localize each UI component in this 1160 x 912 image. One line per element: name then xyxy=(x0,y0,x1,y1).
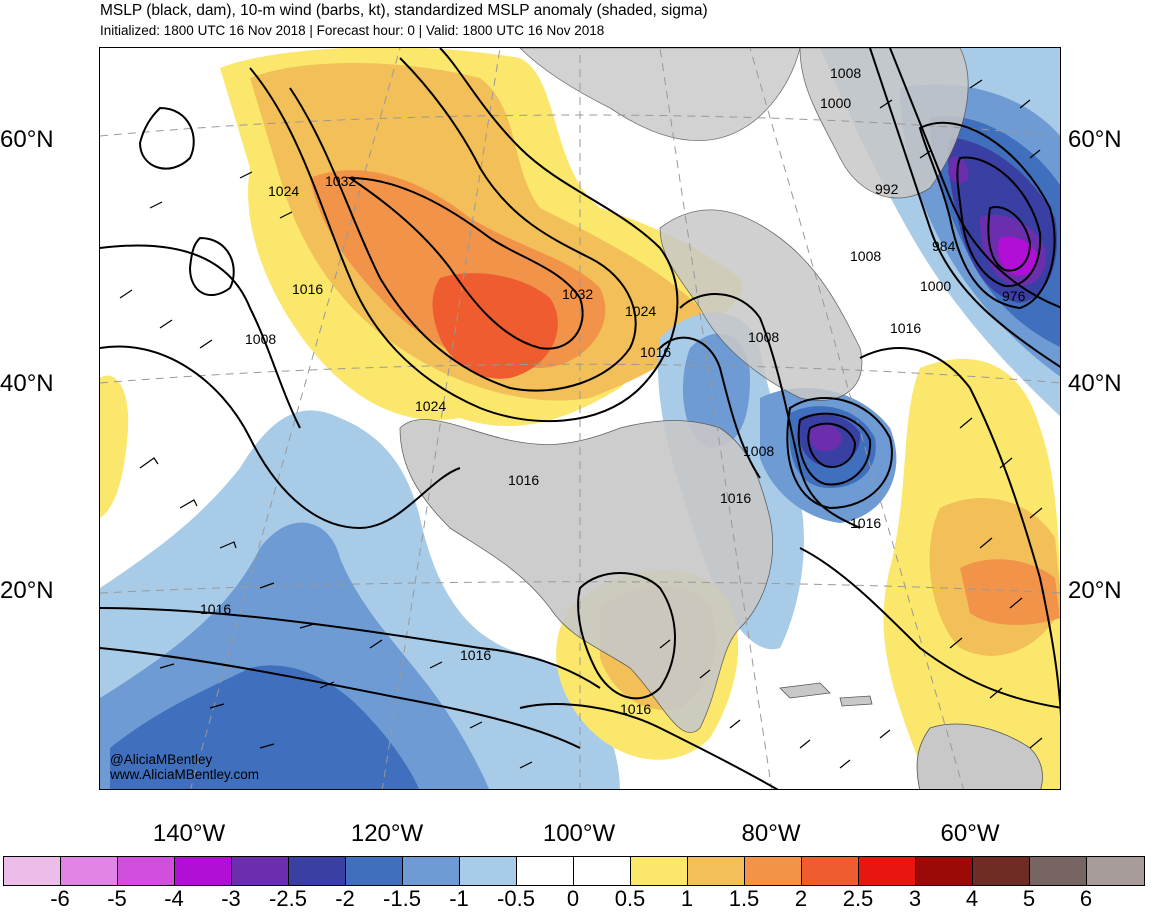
colorbar-swatch xyxy=(61,857,118,885)
anomaly-blue-pacific-deep xyxy=(110,665,420,789)
colorbar-swatch xyxy=(346,857,403,885)
isobar-label: 1008 xyxy=(850,248,881,264)
colorbar-swatch xyxy=(631,857,688,885)
colorbar-tick-label: 5 xyxy=(1022,886,1036,911)
colorbar-tick-label: -2.5 xyxy=(269,886,307,911)
colorbar-swatch xyxy=(802,857,859,885)
anomaly-deeporange-atlantic xyxy=(960,559,1060,625)
land-canada-east xyxy=(659,209,863,401)
isobar-label: 1016 xyxy=(200,601,231,617)
colorbar-tick-label: 0 xyxy=(566,886,580,911)
isobar-label: 984 xyxy=(932,238,956,254)
isobar-label: 1000 xyxy=(820,95,851,111)
anomaly-yellow-pacific-edge xyxy=(100,375,129,518)
colorbar-tick-label: -1 xyxy=(449,886,469,911)
colorbar-tick-label: 4 xyxy=(965,886,979,911)
lon-label-80w: 80°W xyxy=(741,820,801,847)
anomaly-red-canada xyxy=(432,273,558,379)
colorbar-swatch xyxy=(745,857,802,885)
colorbar-swatch xyxy=(859,857,916,885)
credit-text: @AliciaMBentley www.AliciaMBentley.com xyxy=(110,752,259,782)
lat-label-20n-right: 20°N xyxy=(1068,577,1122,604)
isobar-label: 1032 xyxy=(562,286,593,302)
isobar-labels: 1008 1000 992 984 976 1000 1008 1016 102… xyxy=(200,65,1026,717)
colorbar-swatch xyxy=(460,857,517,885)
isobar-label: 1008 xyxy=(743,443,774,459)
isobar-label: 1024 xyxy=(415,398,446,414)
isobar-label: 1008 xyxy=(748,329,779,345)
map-title: MSLP (black, dam), 10-m wind (barbs, kt)… xyxy=(100,2,708,19)
colorbar-tick-label: -1.5 xyxy=(383,886,421,911)
colorbar-tick-label: -4 xyxy=(164,886,184,911)
colorbar-tick-label: 3 xyxy=(908,886,922,911)
anomaly-low-atlantic-eye xyxy=(808,423,842,452)
isobar-label: 1016 xyxy=(640,344,671,360)
map-subtitle: Initialized: 1800 UTC 16 Nov 2018 | Fore… xyxy=(100,23,605,38)
colorbar-swatch xyxy=(1087,857,1144,885)
colorbar-tick-label: -3 xyxy=(221,886,241,911)
colorbar-tick-label: 6 xyxy=(1079,886,1093,911)
wind-barbs xyxy=(119,79,1043,769)
lat-label-40n-right: 40°N xyxy=(1068,370,1122,397)
colorbar-swatch xyxy=(916,857,973,885)
colorbar xyxy=(3,856,1145,886)
anomaly-blue-ne-atlantic-6 xyxy=(998,236,1038,276)
weather-map: 1008 1000 992 984 976 1000 1008 1016 102… xyxy=(99,47,1061,790)
lat-label-20n-left: 20°N xyxy=(0,577,54,604)
isobar-label: 1000 xyxy=(920,278,951,294)
isobar-label: 1024 xyxy=(268,183,299,199)
colorbar-tick-label: -5 xyxy=(107,886,127,911)
colorbar-tick-label: 1.5 xyxy=(728,886,760,911)
lat-label-40n-left: 40°N xyxy=(0,370,54,397)
colorbar-swatch xyxy=(1030,857,1087,885)
colorbar-swatch xyxy=(4,857,61,885)
colorbar-swatch xyxy=(403,857,460,885)
isobar-label: 1016 xyxy=(460,647,491,663)
colorbar-swatch xyxy=(973,857,1030,885)
isobar-label: 992 xyxy=(875,181,899,197)
isobar-label: 1016 xyxy=(850,515,881,531)
isobar-label: 1008 xyxy=(245,331,276,347)
isobar-label: 1016 xyxy=(508,472,539,488)
isobar-label: 1016 xyxy=(620,701,651,717)
map-canvas: 1008 1000 992 984 976 1000 1008 1016 102… xyxy=(100,48,1060,789)
land-caribbean xyxy=(779,682,873,707)
colorbar-tick-label: 2.5 xyxy=(842,886,874,911)
colorbar-swatch xyxy=(118,857,175,885)
colorbar-tick-label: -6 xyxy=(50,886,70,911)
isobars xyxy=(100,48,1060,789)
isobar-label: 1016 xyxy=(720,490,751,506)
colorbar-tick-label: -2 xyxy=(335,886,355,911)
colorbar-tick-label: 1 xyxy=(680,886,694,911)
colorbar-swatch xyxy=(574,857,631,885)
isobar-label: 1024 xyxy=(625,303,656,319)
colorbar-swatch xyxy=(688,857,745,885)
colorbar-swatch xyxy=(289,857,346,885)
colorbar-swatch xyxy=(517,857,574,885)
lon-label-120w: 120°W xyxy=(350,820,424,847)
isobar-label: 1016 xyxy=(890,320,921,336)
isobar-label: 976 xyxy=(1002,288,1026,304)
credit-handle: @AliciaMBentley xyxy=(110,752,213,767)
credit-url: www.AliciaMBentley.com xyxy=(110,767,260,782)
lat-label-60n-left: 60°N xyxy=(0,126,54,153)
colorbar-swatch xyxy=(232,857,289,885)
lon-label-100w: 100°W xyxy=(542,820,616,847)
colorbar-tick-label: -0.5 xyxy=(497,886,535,911)
colorbar-swatch xyxy=(175,857,232,885)
land-arctic xyxy=(519,48,801,142)
land-south-america xyxy=(916,723,1043,789)
land xyxy=(399,48,1043,789)
colorbar-tick-label: 0.5 xyxy=(614,886,646,911)
isobar-label: 1008 xyxy=(830,65,861,81)
lat-label-60n-right: 60°N xyxy=(1068,126,1122,153)
colorbar-tick-label: 2 xyxy=(794,886,808,911)
isobar-label: 1032 xyxy=(325,173,356,189)
lon-label-140w: 140°W xyxy=(152,820,226,847)
lon-label-60w: 60°W xyxy=(940,820,1000,847)
isobar-label: 1016 xyxy=(292,281,323,297)
land-north-america xyxy=(399,419,774,733)
